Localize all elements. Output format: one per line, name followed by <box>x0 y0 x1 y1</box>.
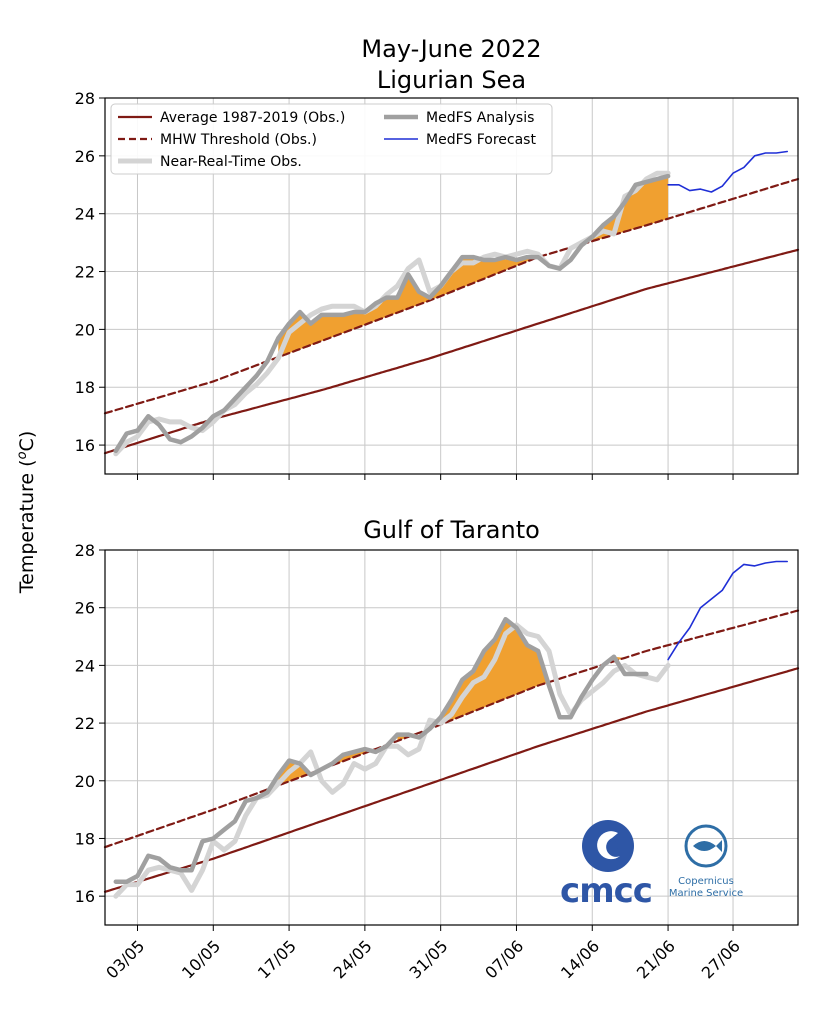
y-tick-label: 22 <box>75 714 95 733</box>
panel-ligurian-sea: May-June 2022 Ligurian Sea 16 18 20 22 24 26 28… <box>75 35 800 480</box>
y-tick-label: 26 <box>75 599 95 618</box>
legend-label: MedFS Analysis <box>426 110 534 126</box>
legend-item: MedFS Analysis <box>384 110 534 126</box>
y-tick-label: 28 <box>75 541 95 560</box>
series-line-average <box>103 667 800 893</box>
panel-title: Gulf of Taranto <box>363 516 540 544</box>
y-tick-label: 22 <box>75 263 95 282</box>
logos: cmcc Copernicus Marine Service <box>560 820 743 911</box>
mhw-fill <box>440 619 549 725</box>
legend-label: Near-Real-Time Obs. <box>160 154 302 170</box>
series-line-obs <box>113 170 671 457</box>
y-tick-label: 20 <box>75 772 95 791</box>
chart-title: Gulf of Taranto <box>363 516 540 544</box>
series-line-forecast <box>667 560 788 661</box>
axes-frame <box>104 549 799 926</box>
chart-title: Ligurian Sea <box>377 66 526 94</box>
y-tick-label: 28 <box>75 89 95 108</box>
legend: Average 1987-2019 (Obs.) MHW Threshold (O… <box>110 103 553 175</box>
copernicus-logo-line1: Copernicus <box>678 876 734 887</box>
series-line-analysis <box>113 173 671 454</box>
chart-title: May-June 2022 <box>361 35 541 63</box>
mhw-fill <box>592 176 669 242</box>
series-lines <box>103 150 800 457</box>
grid <box>105 549 798 925</box>
y-tick-label: 24 <box>75 205 95 224</box>
y-tick-label: 26 <box>75 147 95 166</box>
legend-label: Average 1987-2019 (Obs.) <box>160 110 345 126</box>
legend-item: MHW Threshold (Obs.) <box>118 132 317 148</box>
copernicus-logo-line2: Marine Service <box>669 888 743 899</box>
legend-label: MedFS Forecast <box>426 132 536 148</box>
y-tick-label: 20 <box>75 320 95 339</box>
y-tick-label: 24 <box>75 656 95 675</box>
legend-label: MHW Threshold (Obs.) <box>160 132 317 148</box>
copernicus-marine-logo: Copernicus Marine Service <box>669 824 743 899</box>
series-line-forecast <box>667 150 788 193</box>
axes-frame <box>104 97 799 475</box>
y-axis-label-sup: o <box>15 451 30 459</box>
axes: 16 18 20 22 24 26 28 <box>75 89 799 480</box>
series-line-analysis <box>113 616 649 884</box>
series-line-threshold <box>103 609 800 849</box>
fish-icon <box>693 840 722 852</box>
cmcc-logo: cmcc <box>560 820 653 911</box>
series-line-threshold <box>103 177 800 415</box>
y-tick-label: 18 <box>75 829 95 848</box>
series-lines <box>103 560 800 899</box>
legend-box <box>110 103 553 175</box>
cmcc-logo-text: cmcc <box>560 871 652 911</box>
y-tick-label: 18 <box>75 378 95 397</box>
y-tick-label: 16 <box>75 436 95 455</box>
legend-item: MedFS Forecast <box>384 132 536 148</box>
legend-item: Average 1987-2019 (Obs.) <box>118 110 345 126</box>
legend-item: Near-Real-Time Obs. <box>118 154 302 170</box>
y-axis-label: Temperature (oC) <box>15 431 38 594</box>
y-tick-label: 16 <box>75 887 95 906</box>
panel-title: May-June 2022 Ligurian Sea <box>361 35 541 94</box>
